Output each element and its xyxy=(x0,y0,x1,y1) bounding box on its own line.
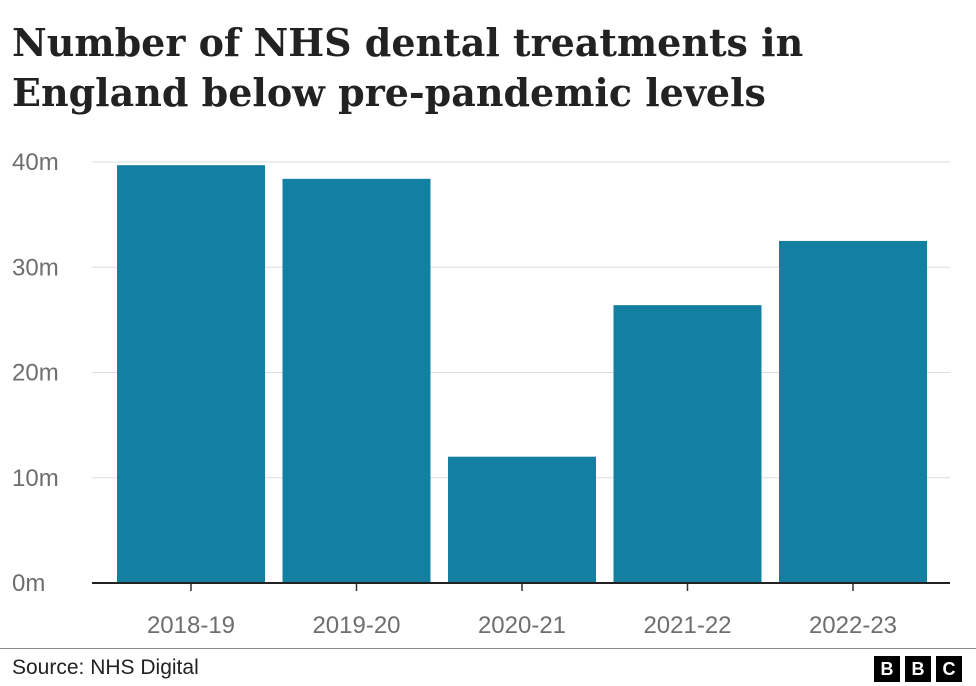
logo-letter-b2: B xyxy=(905,656,931,682)
y-tick-label: 0m xyxy=(12,570,45,597)
bars xyxy=(117,165,927,583)
x-tick-label: 2022-23 xyxy=(809,612,897,639)
bar-2018-19 xyxy=(117,165,265,583)
y-tick-label: 10m xyxy=(12,465,59,492)
chart-title: Number of NHS dental treatments in Engla… xyxy=(12,20,804,115)
y-tick-label: 20m xyxy=(12,360,59,387)
x-tick-label: 2021-22 xyxy=(643,612,731,639)
logo-letter-b1: B xyxy=(874,656,900,682)
y-tick-label: 40m xyxy=(12,149,59,176)
logo-letter-c: C xyxy=(936,656,962,682)
bar-2019-20 xyxy=(282,178,431,583)
x-tick-label: 2020-21 xyxy=(478,612,566,639)
bar-2020-21 xyxy=(448,456,596,583)
x-tick-label: 2019-20 xyxy=(312,612,400,639)
y-tick-label: 30m xyxy=(12,254,59,281)
bar-chart: 0m 10m 20m 30m 40m 2018-19 2019-20 2020-21 2021… xyxy=(12,149,950,639)
bbc-logo: B B C xyxy=(874,656,962,682)
bar-2022-23 xyxy=(779,240,927,583)
bar-2021-22 xyxy=(613,305,762,583)
y-axis-tick-labels: 0m 10m 20m 30m 40m xyxy=(12,149,59,597)
source-note: Source: NHS Digital xyxy=(12,656,199,679)
x-axis: 2018-19 2019-20 2020-21 2021-22 2022-23 xyxy=(92,582,950,639)
x-tick-label: 2018-19 xyxy=(147,612,235,639)
source-divider xyxy=(0,648,976,649)
